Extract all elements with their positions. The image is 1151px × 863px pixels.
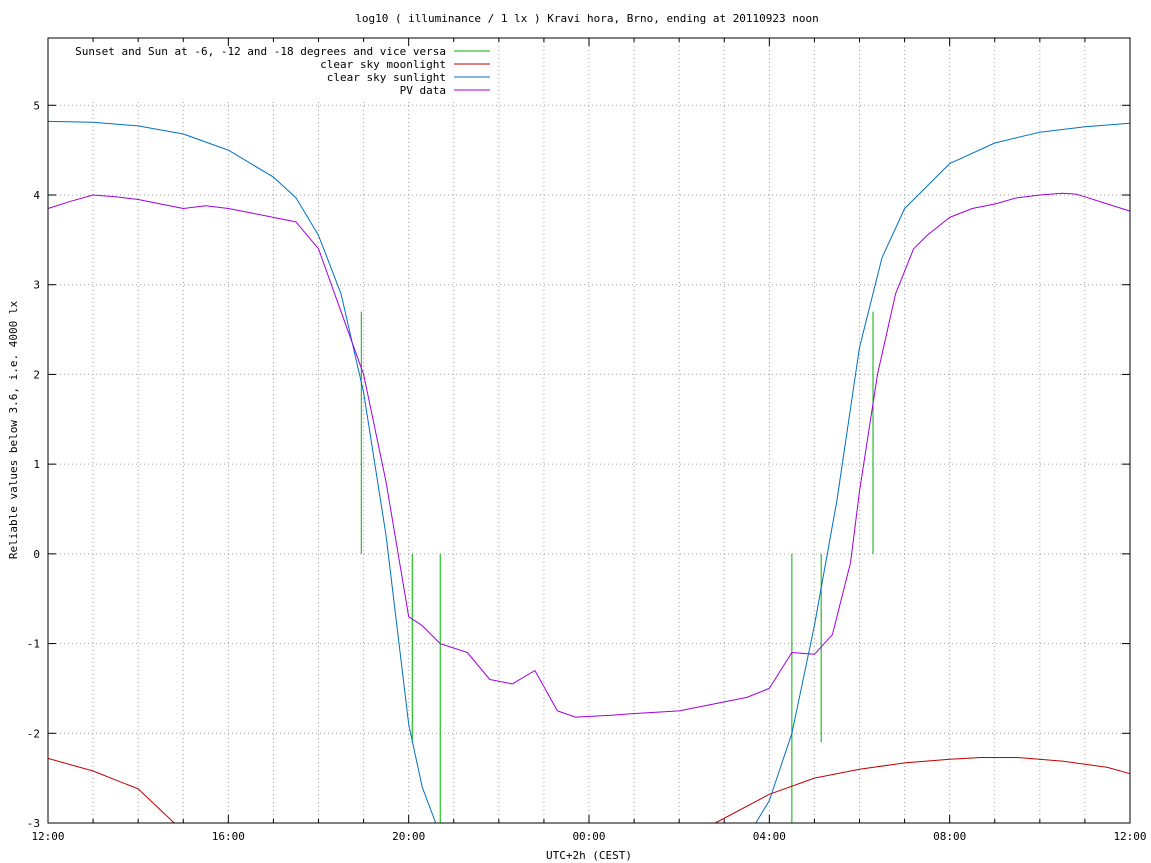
- grid: [48, 38, 1130, 823]
- x-tick-label: 12:00: [1113, 830, 1146, 843]
- x-tick-label: 00:00: [572, 830, 605, 843]
- legend-label: clear sky sunlight: [327, 71, 446, 84]
- y-tick-label: 5: [33, 99, 40, 112]
- y-tick-label: 2: [33, 368, 40, 381]
- y-axis: -3 -2 -1 0 1 2 3 4 5: [27, 99, 1130, 830]
- x-tick-label: 16:00: [212, 830, 245, 843]
- x-tick-label: 04:00: [753, 830, 786, 843]
- x-tick-label: 12:00: [31, 830, 64, 843]
- series-line-1: [47, 757, 1131, 824]
- x-tick-label: 08:00: [933, 830, 966, 843]
- chart-title: log10 ( illuminance / 1 lx ) Kravi hora,…: [355, 12, 819, 25]
- y-tick-label: 3: [33, 279, 40, 292]
- y-tick-label: 0: [33, 548, 40, 561]
- legend: Sunset and Sun at -6, -12 and -18 degree…: [75, 45, 490, 97]
- series-line-3: [47, 192, 1131, 718]
- y-tick-label: -1: [27, 638, 40, 651]
- x-axis-label: UTC+2h (CEST): [546, 849, 632, 862]
- legend-label: PV data: [400, 84, 446, 97]
- y-tick-label: -2: [27, 727, 40, 740]
- x-axis: 12:00 16:00 20:00 00:00 04:00 08:00 12:00: [31, 38, 1147, 843]
- y-tick-label: -3: [27, 817, 40, 830]
- legend-label: Sunset and Sun at -6, -12 and -18 degree…: [75, 45, 446, 58]
- y-tick-label: 4: [33, 189, 40, 202]
- y-tick-label: 1: [33, 458, 40, 471]
- x-tick-label: 20:00: [392, 830, 425, 843]
- legend-label: clear sky moonlight: [320, 58, 446, 71]
- legend-background: [50, 40, 496, 100]
- y-axis-label: Reliable values below 3.6, i.e. 4000 lx: [7, 300, 20, 559]
